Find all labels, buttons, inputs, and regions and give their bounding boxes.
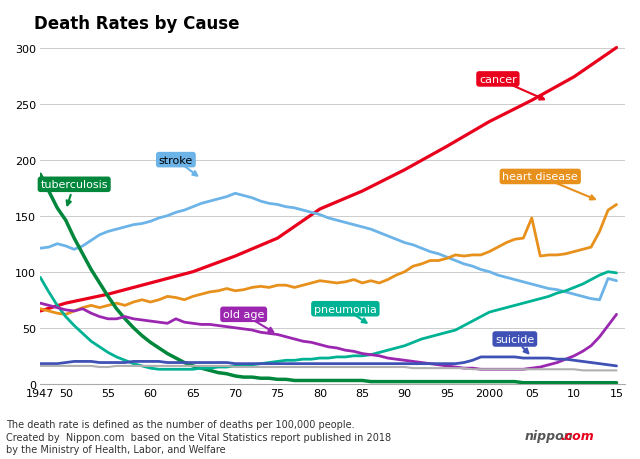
Text: .com: .com (560, 429, 594, 442)
Text: cancer: cancer (479, 75, 516, 85)
Text: pneumonia: pneumonia (314, 304, 377, 314)
Text: Death Rates by Cause: Death Rates by Cause (35, 15, 240, 33)
Text: tuberculosis: tuberculosis (40, 180, 108, 190)
Text: old age: old age (223, 310, 264, 319)
Text: by the Ministry of Health, Labor, and Welfare: by the Ministry of Health, Labor, and We… (6, 444, 226, 454)
Text: heart disease: heart disease (502, 172, 578, 182)
Text: The death rate is defined as the number of deaths per 100,000 people.: The death rate is defined as the number … (6, 419, 355, 429)
Text: suicide: suicide (495, 334, 534, 344)
Text: stroke: stroke (159, 155, 193, 165)
Text: nippon: nippon (525, 429, 573, 442)
Text: Created by  Nippon.com  based on the Vital Statistics report published in 2018: Created by Nippon.com based on the Vital… (6, 431, 392, 442)
